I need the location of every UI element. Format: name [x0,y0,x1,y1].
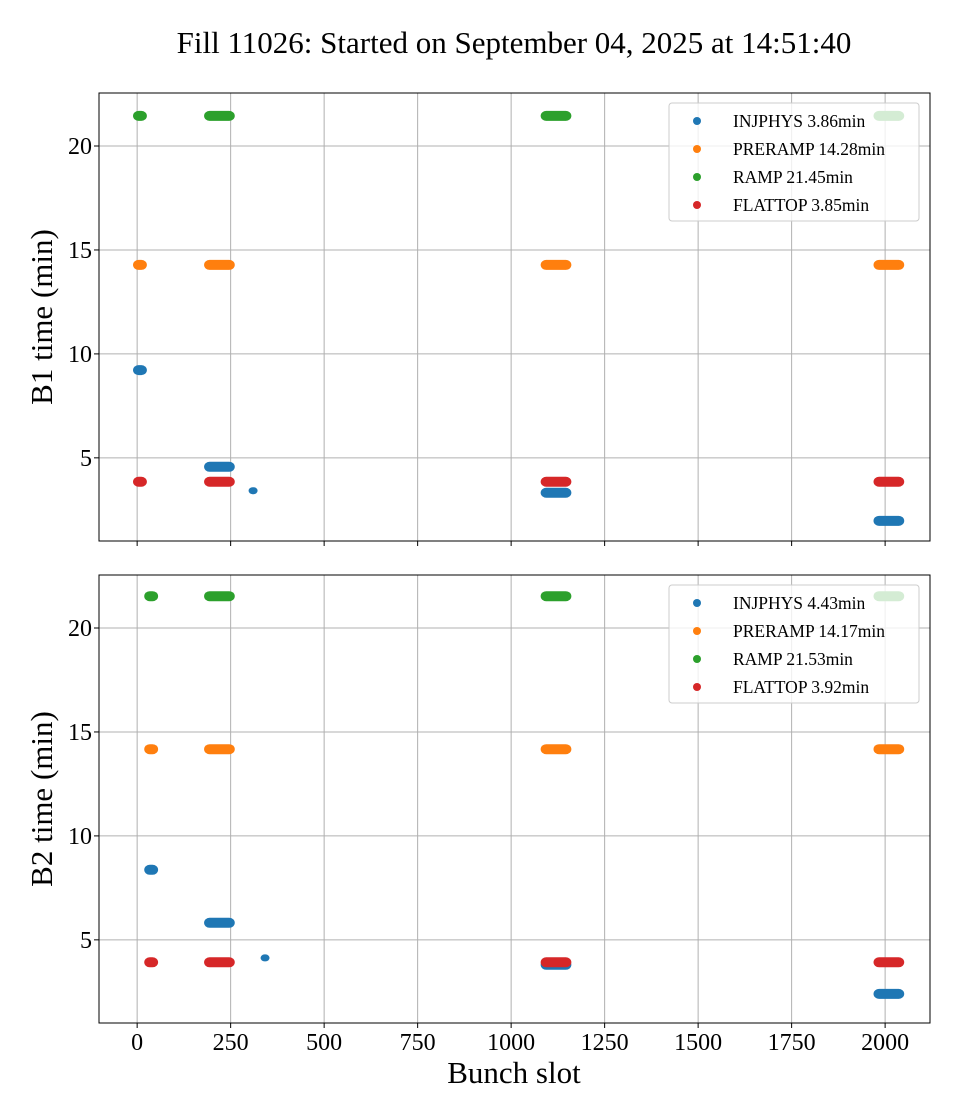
legend-marker-preramp [693,627,701,635]
data-point-flattop [540,957,572,968]
data-point-ramp [133,110,147,121]
legend-box [668,102,920,222]
legend-entry-injphys: INJPHYS 4.43min [733,593,865,613]
axes-frame [98,92,931,542]
legend-entry-injphys: INJPHYS 3.86min [733,111,865,131]
legend-entry-preramp: PRERAMP 14.17min [733,621,885,641]
data-point-ramp [204,110,235,121]
data-point-ramp [144,591,159,602]
data-point-flattop [204,957,235,968]
y-tick-label: 10 [68,824,92,850]
legend-marker-injphys [693,599,701,607]
data-point-preramp [540,744,572,755]
x-tick-label: 250 [213,1030,249,1056]
x-tick-label: 750 [400,1030,436,1056]
y-tick-label: 15 [68,720,92,746]
panel-b1: 5 10 15 20 B1 time (min) INJPHYS 3.86min PRERA… [24,92,931,546]
legend-marker-ramp [693,173,701,181]
data-point-preramp [204,259,235,270]
legend-entry-flattop: FLATTOP 3.92min [733,677,869,697]
x-tick-label: 1250 [581,1030,629,1056]
legend-marker-injphys [693,117,701,125]
data-point-injphys [248,487,258,495]
data-point-injphys [144,864,159,875]
y-tick-label: 20 [68,134,92,160]
panel-b2: 5 10 15 20 0 250 500 750 1000 1250 1500 1750 2000 B2 … [24,574,931,1056]
legend: INJPHYS 3.86min PRERAMP 14.28min RAMP 21.4… [668,102,920,222]
legend-entry-ramp: RAMP 21.53min [733,649,853,669]
data-point-injphys [204,461,235,472]
legend-entry-ramp: RAMP 21.45min [733,167,853,187]
x-tick-label: 1750 [768,1030,816,1056]
data-point-preramp [873,259,905,270]
data-point-flattop [144,957,159,968]
data-point-flattop [133,476,147,487]
data-point-flattop [873,957,905,968]
y-axis-label: B1 time (min) [24,229,59,405]
y-tick-label: 20 [68,616,92,642]
x-axis-label: Bunch slot [447,1055,581,1090]
legend: INJPHYS 4.43min PRERAMP 14.17min RAMP 21.5… [668,584,920,704]
legend-box [668,584,920,704]
legend-entry-flattop: FLATTOP 3.85min [733,195,869,215]
legend-marker-flattop [693,683,701,691]
y-tick-label: 15 [68,238,92,264]
data-point-flattop [540,476,572,487]
y-tick-label: 10 [68,342,92,368]
axes-frame [98,574,931,1024]
data-point-preramp [204,744,235,755]
data-point-injphys [133,365,147,376]
data-point-injphys [540,487,572,498]
data-point-preramp [144,744,159,755]
data-point-ramp [540,110,572,121]
y-axis-label: B2 time (min) [24,711,59,887]
data-point-injphys [260,954,270,962]
data-point-injphys [873,515,905,526]
data-point-preramp [133,259,147,270]
legend-entry-preramp: PRERAMP 14.28min [733,139,885,159]
data-point-flattop [873,476,905,487]
data-point-preramp [540,259,572,270]
chart-title: Fill 11026: Started on September 04, 202… [177,25,852,60]
x-tick-label: 500 [306,1030,342,1056]
data-point-injphys [873,988,905,999]
x-tick-label: 2000 [861,1030,909,1056]
x-tick-label: 1000 [487,1030,535,1056]
y-tick-label: 5 [80,928,92,954]
y-tick-label: 5 [80,446,92,472]
legend-marker-ramp [693,655,701,663]
x-tick-label: 1500 [674,1030,722,1056]
data-point-ramp [204,591,235,602]
data-point-preramp [873,744,905,755]
legend-marker-preramp [693,145,701,153]
data-point-injphys [204,917,235,928]
legend-marker-flattop [693,201,701,209]
data-point-flattop [204,476,235,487]
data-point-ramp [540,591,572,602]
x-tick-label: 0 [131,1030,143,1056]
